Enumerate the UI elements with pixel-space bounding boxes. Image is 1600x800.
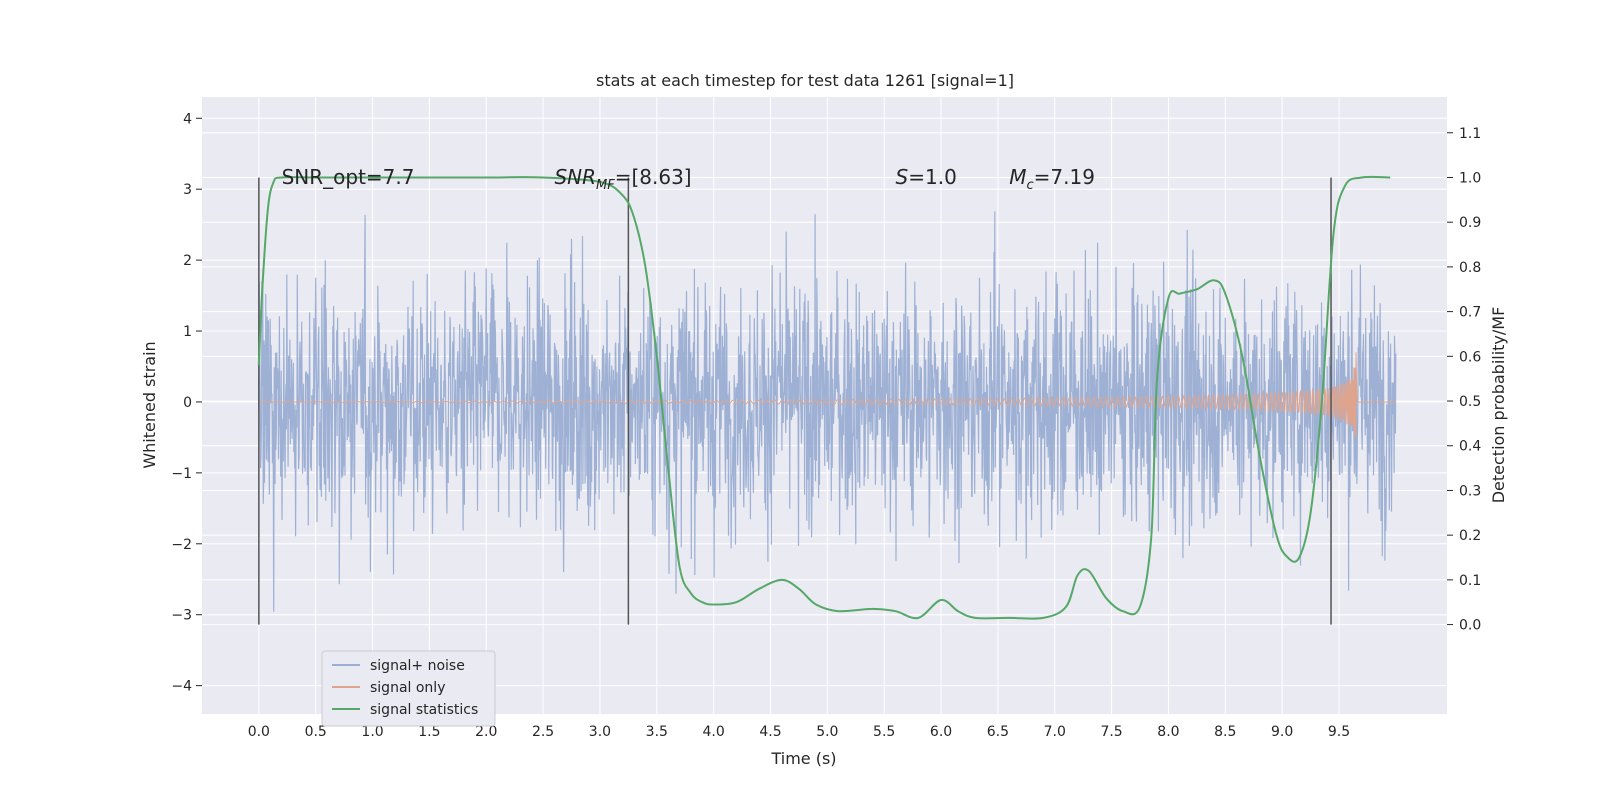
signal-line <box>258 352 1396 437</box>
signal-series <box>258 352 1396 437</box>
x-tick-label: 4.0 <box>703 724 725 740</box>
noise-series <box>258 211 1397 612</box>
y-right-tick-label: 0.3 <box>1459 483 1481 499</box>
y-right-tick-label: 0.8 <box>1459 260 1481 276</box>
y-right-tick-label: 1.0 <box>1459 170 1481 186</box>
y-tick-label: 0 <box>183 395 192 411</box>
statistics-series <box>257 175 1391 620</box>
legend-label-signal: signal only <box>370 680 445 696</box>
legend: signal+ noise signal only signal statist… <box>321 650 496 727</box>
x-tick-label: 6.5 <box>987 724 1009 740</box>
x-tick-label: 9.5 <box>1328 724 1350 740</box>
x-tick-label: 0.5 <box>305 724 327 740</box>
y-tick-label: 1 <box>183 324 192 340</box>
y-tick-label: −1 <box>171 466 192 482</box>
statistics-line <box>257 175 1391 620</box>
x-tick-label: 8.0 <box>1157 724 1179 740</box>
y-right-tick-label: 1.1 <box>1459 126 1481 142</box>
y-tick-label: −2 <box>171 537 192 553</box>
x-tick-label: 3.5 <box>646 724 668 740</box>
legend-label-noise: signal+ noise <box>370 658 465 674</box>
y-right-tick-label: 0.5 <box>1459 394 1481 410</box>
x-tick-label: 0.0 <box>248 724 270 740</box>
x-axis-label: Time (s) <box>770 749 836 768</box>
x-tick-label: 5.5 <box>873 724 895 740</box>
y-right-tick-label: 0.0 <box>1459 618 1481 634</box>
y-tick-label: 2 <box>183 253 192 269</box>
y-axis-right-label: Detection probability/MF <box>1489 307 1508 504</box>
x-tick-label: 2.0 <box>475 724 497 740</box>
x-tick-label: 9.0 <box>1271 724 1293 740</box>
x-tick-label: 8.5 <box>1214 724 1236 740</box>
legend-box <box>321 650 496 727</box>
y-right-tick-label: 0.1 <box>1459 573 1481 589</box>
y-right-tick-label: 0.9 <box>1459 215 1481 231</box>
annotation-3: Mc=7.19 <box>1009 165 1095 193</box>
x-tick-label: 1.5 <box>418 724 440 740</box>
x-tick-label: 5.0 <box>816 724 838 740</box>
y-right-tick-label: 0.4 <box>1459 439 1481 455</box>
annotation-0: SNR_opt=7.7 <box>282 165 415 189</box>
x-tick-label: 6.0 <box>930 724 952 740</box>
y-tick-label: −4 <box>171 679 192 695</box>
y-axis-label: Whitened strain <box>140 341 159 468</box>
x-tick-label: 1.0 <box>361 724 383 740</box>
annotation-2: S=1.0 <box>896 165 957 189</box>
y-tick-label: 3 <box>183 182 192 198</box>
tick-labels: 0.0 0.5 1.0 1.5 2.0 2.5 3.0 3.5 4.0 4.5 5.0 5.5 6.0 6… <box>171 111 1481 740</box>
y-right-tick-label: 0.2 <box>1459 528 1481 544</box>
annotations: SNR_opt=7.7 SNRMF=[8.63] S=1.0 Mc=7.19 <box>282 165 1095 193</box>
y-tick-label: 4 <box>183 111 192 127</box>
legend-label-statistics: signal statistics <box>370 702 478 718</box>
y-right-tick-label: 0.7 <box>1459 305 1481 321</box>
y-tick-label: −3 <box>171 608 192 624</box>
x-tick-label: 7.5 <box>1100 724 1122 740</box>
x-tick-label: 2.5 <box>532 724 554 740</box>
x-tick-label: 4.5 <box>759 724 781 740</box>
y-right-tick-label: 0.6 <box>1459 349 1481 365</box>
annotation-1: SNRMF=[8.63] <box>554 165 691 193</box>
x-tick-label: 7.0 <box>1044 724 1066 740</box>
chart-title: stats at each timestep for test data 126… <box>596 71 1014 90</box>
noise-line <box>258 211 1397 612</box>
x-tick-label: 3.0 <box>589 724 611 740</box>
